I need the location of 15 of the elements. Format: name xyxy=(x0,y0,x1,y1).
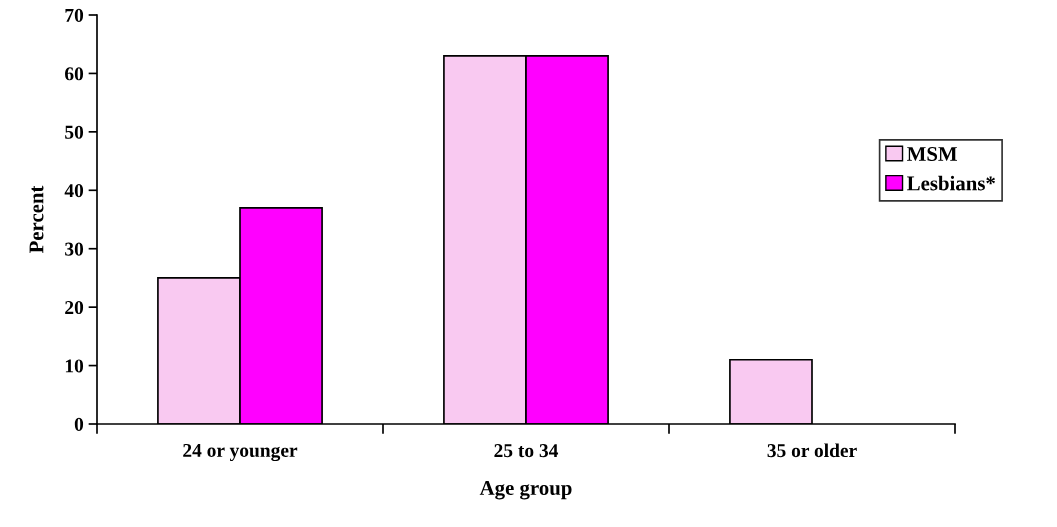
y-tick-label: 50 xyxy=(65,125,84,139)
y-axis-title: Percent xyxy=(29,185,44,254)
x-tick-label: 24 or younger xyxy=(183,443,298,462)
y-tick-label: 60 xyxy=(65,67,84,81)
x-tick-label: 25 to 34 xyxy=(494,444,559,458)
legend-label: Lesbians* xyxy=(907,175,995,191)
legend-label: MSM xyxy=(907,146,958,161)
x-axis-title: Age group xyxy=(479,481,572,500)
y-tick-label: 40 xyxy=(64,184,84,198)
y-tick-label: 0 xyxy=(74,417,84,431)
y-tick-label: 30 xyxy=(65,242,84,256)
y-tick-label: 20 xyxy=(65,300,84,315)
x-tick-label: 35 or older xyxy=(767,443,857,458)
y-tick-label: 70 xyxy=(65,8,84,22)
y-tick-label: 10 xyxy=(65,359,84,373)
